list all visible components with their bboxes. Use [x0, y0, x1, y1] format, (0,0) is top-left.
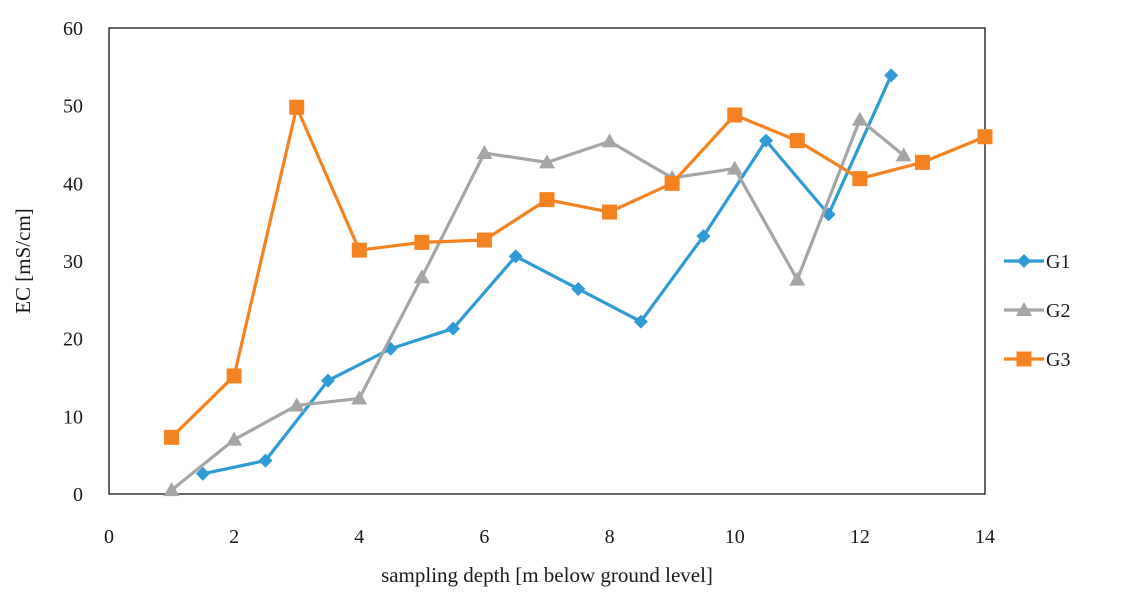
series-layer	[163, 68, 993, 497]
legend-label: G3	[1046, 349, 1070, 371]
data-point-g2	[601, 133, 618, 148]
y-tick-label: 50	[63, 96, 83, 118]
data-point-g1	[884, 68, 899, 83]
data-point-g3	[852, 171, 868, 187]
y-tick-label: 40	[63, 173, 83, 195]
y-tick-label: 10	[63, 406, 83, 428]
data-point-g2	[539, 154, 555, 169]
legend-marker-g3	[1016, 351, 1032, 367]
y-axis-title: EC [mS/cm]	[11, 208, 35, 314]
legend-label: G1	[1046, 251, 1070, 273]
legend-item-g1: G1	[1004, 251, 1070, 273]
y-tick-label: 60	[63, 18, 83, 40]
data-point-g2	[726, 160, 743, 175]
data-point-g1	[446, 321, 461, 336]
x-tick-label: 12	[850, 526, 870, 548]
data-point-g2	[226, 431, 243, 446]
data-point-g2	[163, 482, 180, 497]
legend-marker-g1	[1017, 254, 1031, 268]
series-line-g1	[202, 74, 893, 476]
data-point-g3	[539, 192, 555, 208]
data-point-g3	[226, 368, 242, 384]
data-point-g3	[351, 242, 367, 258]
x-tick-label: 8	[605, 526, 615, 548]
data-point-g1	[633, 314, 648, 329]
data-point-g1	[321, 373, 335, 388]
data-point-g3	[977, 129, 993, 145]
data-point-g2	[895, 147, 912, 162]
legend-marker-g2	[1016, 302, 1032, 316]
data-point-g3	[789, 133, 805, 149]
series-g2	[163, 111, 912, 497]
x-tick-label: 0	[104, 526, 114, 548]
data-point-g1	[195, 466, 210, 481]
data-point-g2	[476, 145, 493, 160]
series-g3	[164, 99, 993, 445]
x-axis-ticks: 0 2 4 6 8 10 12 14	[104, 526, 995, 548]
x-tick-label: 4	[354, 526, 364, 548]
x-tick-label: 10	[725, 526, 745, 548]
data-point-g3	[476, 232, 492, 248]
data-point-g3	[602, 204, 618, 220]
data-point-g1	[696, 229, 711, 244]
plot-area-border	[108, 27, 986, 495]
data-point-g1	[508, 249, 523, 264]
data-point-g3	[414, 234, 430, 250]
data-point-g3	[914, 154, 930, 170]
legend-label: G2	[1046, 300, 1070, 322]
data-point-g2	[789, 271, 806, 286]
x-tick-label: 6	[479, 526, 489, 548]
data-point-g3	[164, 429, 180, 445]
series-g1	[195, 68, 899, 481]
data-point-g2	[851, 111, 868, 126]
y-tick-label: 30	[63, 251, 83, 273]
data-point-g3	[664, 175, 680, 191]
y-tick-label: 20	[63, 329, 83, 351]
x-axis-title: sampling depth [m below ground level]	[381, 563, 713, 587]
data-point-g2	[351, 390, 368, 405]
legend-item-g3: G3	[1004, 349, 1070, 371]
data-point-g3	[289, 99, 305, 115]
data-point-g1	[571, 281, 586, 296]
y-tick-label: 0	[73, 484, 83, 506]
legend-item-g2: G2	[1004, 300, 1070, 322]
data-point-g1	[258, 453, 273, 468]
series-line-g3	[170, 105, 986, 439]
x-tick-label: 14	[975, 526, 995, 548]
data-point-g2	[413, 269, 430, 284]
data-point-g3	[727, 107, 743, 123]
legend: G1 G2 G3	[1004, 251, 1070, 371]
data-point-g1	[759, 133, 773, 148]
x-tick-label: 2	[229, 526, 239, 548]
y-axis-ticks: 0 10 20 30 40 50 60	[63, 18, 83, 506]
data-point-g2	[288, 397, 305, 412]
